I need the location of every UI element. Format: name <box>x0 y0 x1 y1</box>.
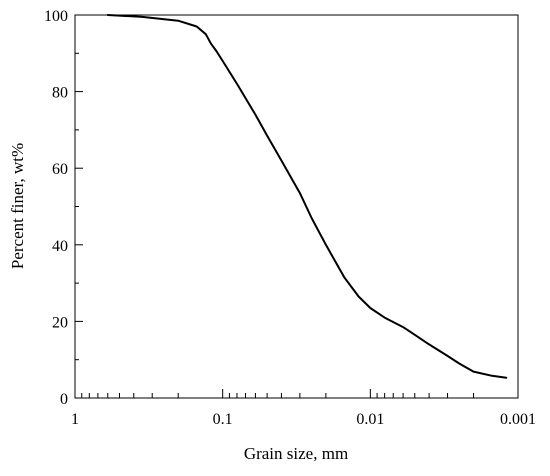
y-tick-label: 100 <box>44 8 68 25</box>
x-tick-label: 0.01 <box>356 411 384 428</box>
x-minor-ticks <box>81 393 475 398</box>
y-minor-ticks <box>75 52 79 361</box>
series-line <box>106 14 508 379</box>
plot-frame <box>74 14 519 399</box>
y-axis-ticks: 0 20 40 60 80 100 <box>44 8 83 408</box>
y-tick-label: 60 <box>52 161 68 178</box>
x-tick-label: 0.001 <box>500 411 536 428</box>
x-axis-label: Grain size, mm <box>244 444 348 463</box>
x-axis-ticks: 1 0.1 0.01 0.001 <box>71 389 536 428</box>
y-tick-label: 0 <box>60 391 68 408</box>
y-tick-label: 20 <box>52 314 68 331</box>
x-tick-label: 0.1 <box>213 411 233 428</box>
y-axis-label: Percent finer, wt% <box>8 143 27 269</box>
y-tick-label: 80 <box>52 85 68 102</box>
y-tick-label: 40 <box>52 238 68 255</box>
x-tick-label: 1 <box>71 411 79 428</box>
